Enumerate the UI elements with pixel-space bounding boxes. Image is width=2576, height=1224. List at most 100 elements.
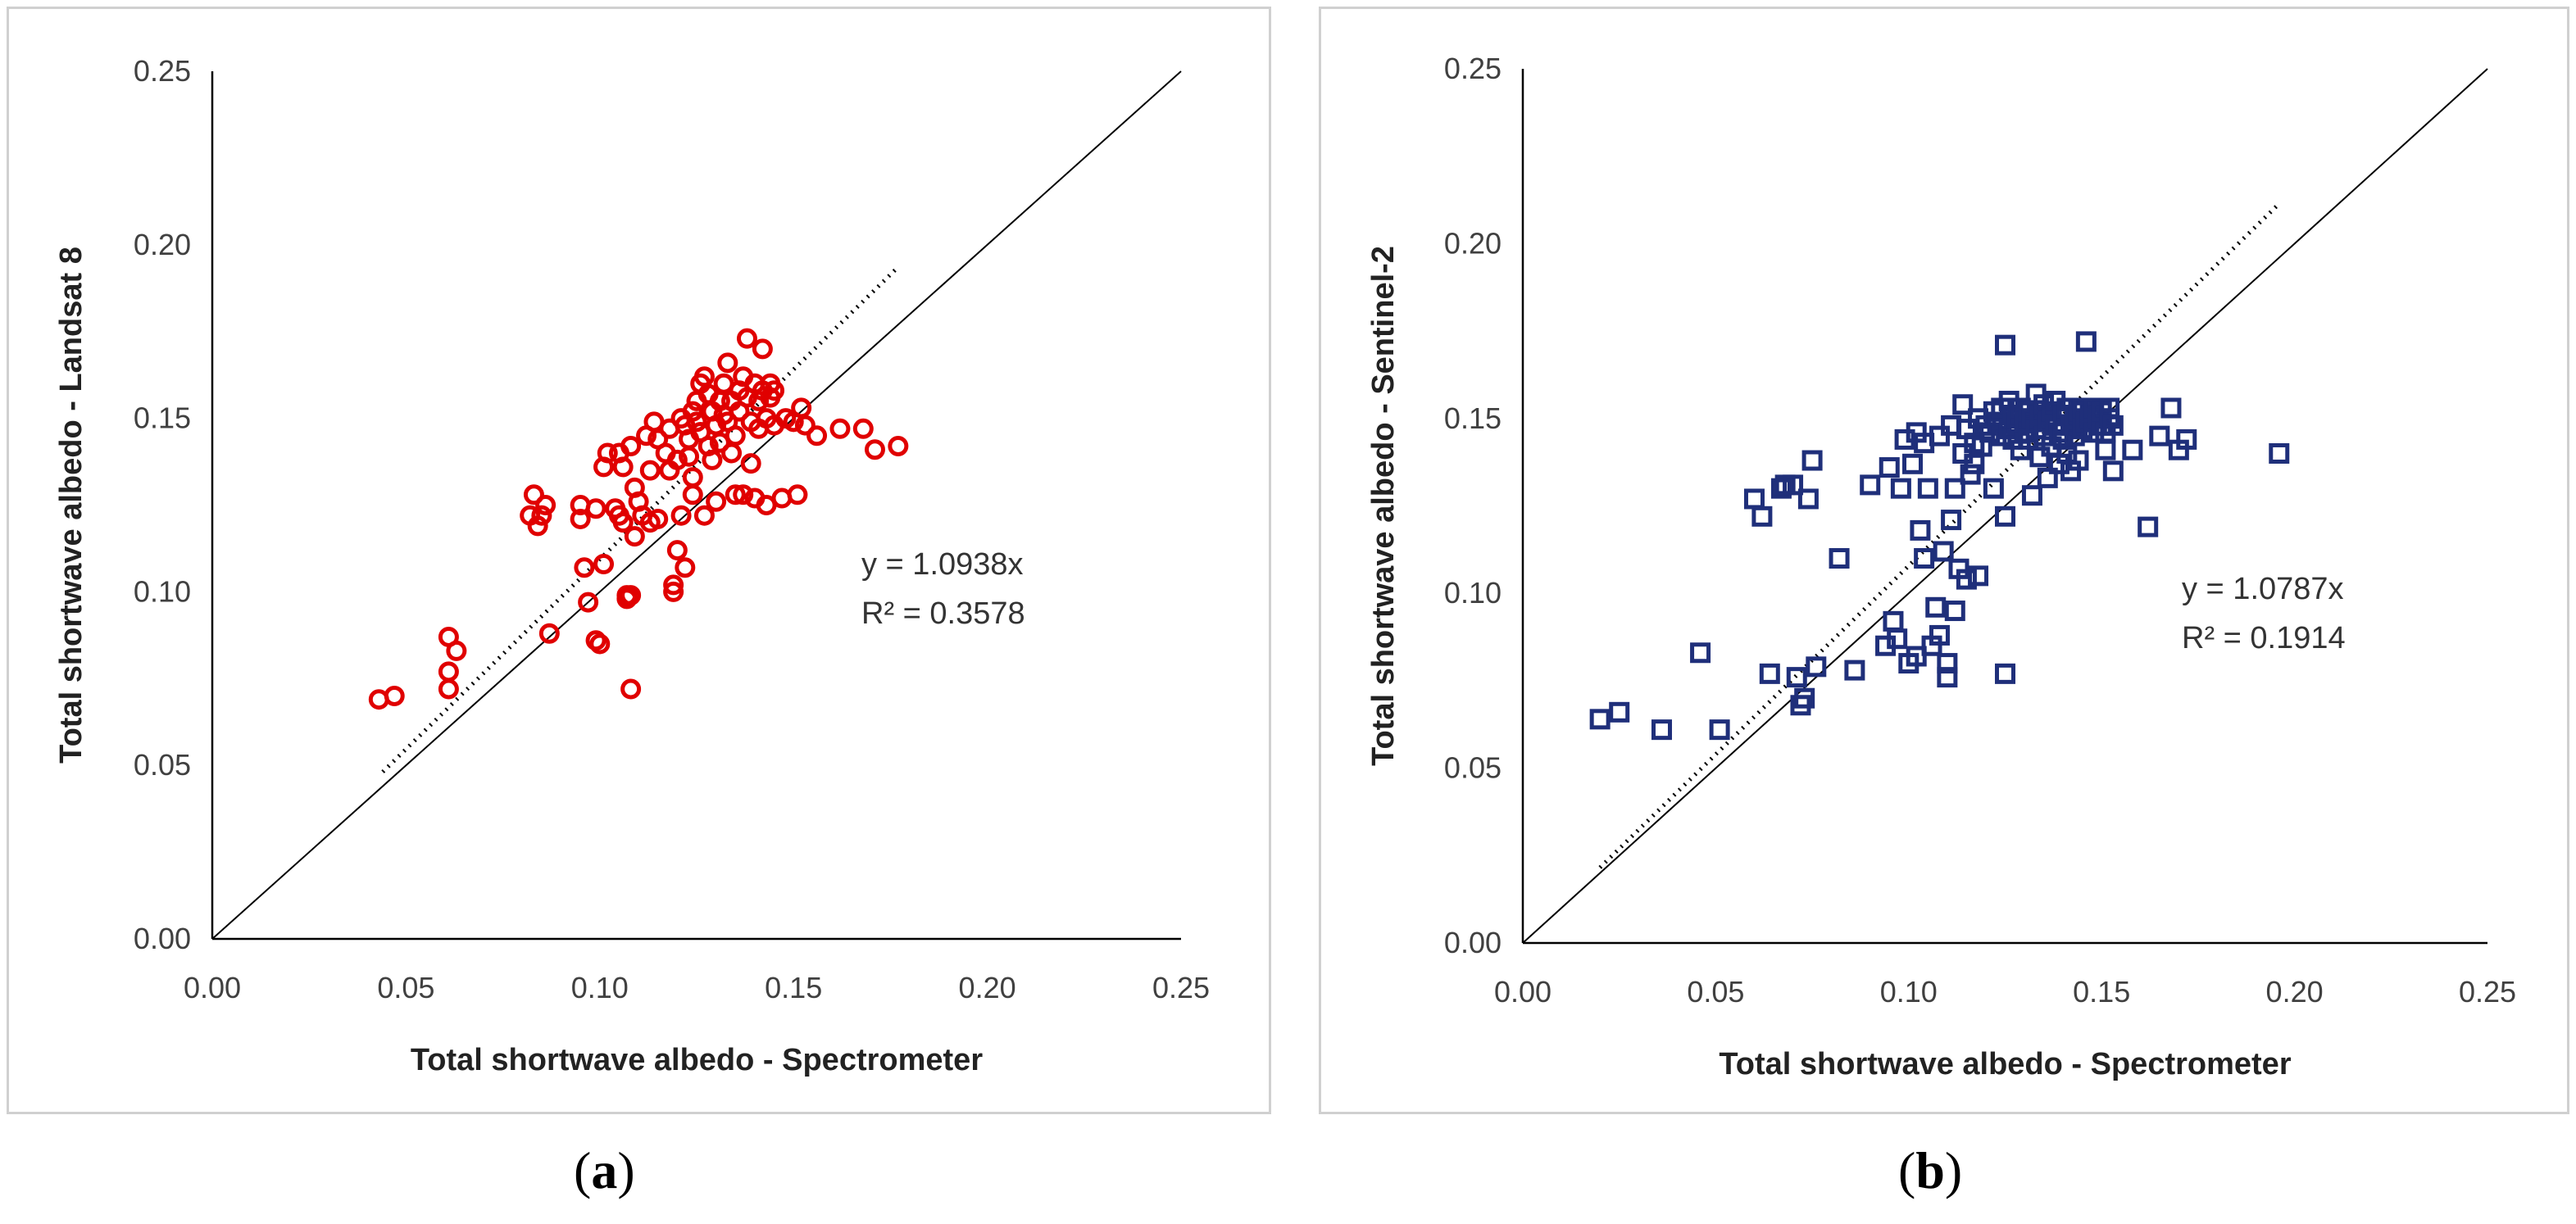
data-point [1902,453,1924,474]
y-tick-label: 0.25 [1444,52,1502,85]
y-tick-label: 0.25 [134,54,191,88]
data-point [1944,478,1965,499]
x-tick-label: 0.25 [1152,971,1210,1004]
y-axis-title: Total shortwave albedo - Landsat 8 [54,247,89,764]
data-point [666,540,688,561]
y-tick-label: 0.10 [134,574,191,608]
data-point [574,557,595,578]
data-point [620,585,642,606]
data-point [1589,709,1611,730]
x-tick-label: 0.05 [377,971,434,1004]
data-point [682,401,703,422]
data-point [612,512,634,533]
y-tick-label: 0.20 [134,228,191,261]
data-point [764,380,785,401]
data-point [2075,331,2097,352]
data-point [1929,624,1950,646]
data-point [1995,505,2015,527]
data-point [570,508,591,529]
data-point [1690,642,1711,664]
data-point [666,449,688,470]
data-point [1794,687,1815,709]
y-tick-label: 0.00 [1444,926,1502,959]
data-point [686,411,707,433]
data-point [1651,719,1672,741]
trend-equation: y = 1.0787x [2182,572,2344,606]
data-point [1995,663,2015,684]
x-tick-label: 0.25 [2459,975,2516,1009]
data-point [1743,488,1765,510]
data-point [1844,660,1865,681]
data-point [438,661,459,682]
data-point [624,526,645,547]
data-point [531,505,552,526]
data-point [1770,478,1792,499]
data-point [706,491,727,512]
data-point [852,418,874,439]
data-point [791,397,812,419]
data-point [1786,667,1807,688]
data-point [597,442,618,464]
y-tick-label: 0.10 [1444,576,1502,610]
data-point [1914,548,1935,569]
data-point [384,685,405,706]
x-tick-label: 0.10 [1880,975,1938,1009]
data-point [725,425,746,447]
data-point [670,505,692,526]
data-point [1709,719,1730,741]
data-point [1783,474,1804,496]
data-point [2021,485,2042,506]
data-point [1929,425,1950,447]
data-point [593,554,615,575]
data-point [702,449,723,470]
data-point [1960,464,1981,485]
data-point [1910,519,1931,541]
data-point [535,495,557,515]
r-squared-label: R² = 0.1914 [2182,621,2346,655]
data-point [1925,596,1947,618]
data-point [888,435,909,456]
data-point [1609,701,1630,723]
data-point [2149,425,2170,447]
data-point [2029,447,2051,468]
x-axis-title: Total shortwave albedo - Spectrometer [1719,1047,2291,1081]
data-point [806,425,828,447]
data-point [1941,510,1962,531]
data-point [523,484,544,505]
data-point [647,508,669,529]
data-point [693,505,715,526]
data-point [585,630,607,651]
x-tick-label: 0.15 [765,971,822,1004]
data-point [2122,439,2143,460]
data-point [527,515,548,537]
data-point [2269,442,2290,464]
data-point [538,623,560,644]
data-point [2176,428,2197,450]
data-point [438,678,459,700]
data-point [1759,663,1780,684]
data-point [1860,474,1881,496]
data-point [682,467,703,488]
chart-panel-b: 0.00 0.05 0.10 0.15 0.20 0.25 0.00 0.05 0.10 0.15… [1319,7,2569,1114]
x-tick-label: 0.10 [571,971,629,1004]
data-point [620,678,642,700]
data-point [2037,467,2058,488]
x-axis-title: Total shortwave albedo - Spectrometer [411,1043,983,1077]
x-tick-label: 0.20 [959,971,1016,1004]
data-point [2102,460,2124,482]
y-tick-label: 0.20 [1444,226,1502,260]
chart-panel-a: 0.00 0.05 0.10 0.15 0.20 0.25 0.00 0.05 0.10 0.15… [7,7,1271,1114]
data-point [2068,450,2089,471]
data-point [446,640,467,661]
r-squared-label: R² = 0.3578 [861,596,1025,631]
data-point [1937,653,1958,674]
trend-line [1598,202,2281,869]
data-point [2095,439,2116,460]
data-point [1887,628,1908,650]
x-tick-label: 0.20 [2266,975,2324,1009]
data-point [717,352,738,374]
data-point [748,390,770,411]
data-point [1797,488,1819,510]
data-point [1952,394,1974,415]
data-point [620,435,642,456]
